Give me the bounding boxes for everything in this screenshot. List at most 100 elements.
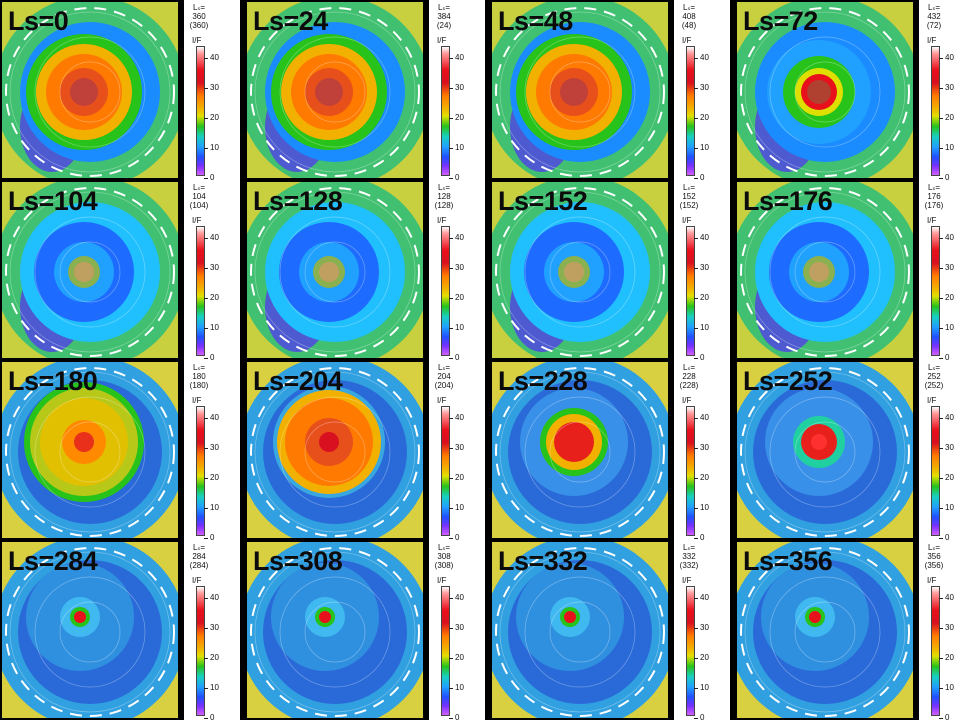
colorbar-tick: 30 xyxy=(204,443,219,452)
colorbar-tick: 30 xyxy=(694,263,709,272)
colorbar-legend: Lₛ= 228 (228) I/F 40 30 20 10 0 xyxy=(674,360,730,540)
ls-label: Ls=176 xyxy=(743,186,833,216)
panel: Ls=176 Lₛ= 176 (176) I/F 40 30 20 10 0 xyxy=(735,180,960,360)
colorbar-tick: 20 xyxy=(939,473,954,482)
legend-ls-value: 332 xyxy=(682,552,696,561)
legend-units: I/F xyxy=(192,396,202,405)
colorbar-tick: 30 xyxy=(449,623,464,632)
colorbar-legend: Lₛ= 384 (24) I/F 40 30 20 10 0 xyxy=(429,0,485,180)
polar-map-image xyxy=(2,362,178,538)
polar-map-image xyxy=(2,2,178,178)
legend-ls-subvalue: (24) xyxy=(436,21,452,30)
ls-label: Ls=0 xyxy=(8,6,69,36)
colorbar-tick: 10 xyxy=(449,503,464,512)
ls-label: Ls=252 xyxy=(743,366,833,396)
legend-title: Lₛ= 332 (332) xyxy=(676,543,702,570)
legend-title: Lₛ= 152 (152) xyxy=(676,183,702,210)
colorbar-tick: 30 xyxy=(449,83,464,92)
colorbar xyxy=(196,406,205,536)
colorbar-tick: 0 xyxy=(448,173,460,180)
colorbar xyxy=(441,46,450,176)
colorbar-tick: 20 xyxy=(204,653,219,662)
colorbar-tick: 0 xyxy=(203,173,215,180)
legend-prefix: Lₛ= xyxy=(437,183,451,192)
polar-map-image xyxy=(247,362,423,538)
colorbar-tick: 0 xyxy=(938,713,950,720)
legend-ls-subvalue: (152) xyxy=(679,201,699,210)
legend-ls-subvalue: (204) xyxy=(434,381,454,390)
colorbar xyxy=(931,586,940,716)
panel: Ls=284 Lₛ= 284 (284) I/F 40 30 20 10 0 xyxy=(0,540,240,720)
panel: Ls=72 Lₛ= 432 (72) I/F 40 30 20 10 0 xyxy=(735,0,960,180)
colorbar-tick: 40 xyxy=(939,593,954,602)
ls-label: Ls=332 xyxy=(498,546,588,576)
colorbar-tick: 10 xyxy=(449,323,464,332)
colorbar-tick: 0 xyxy=(693,533,705,540)
legend-prefix: Lₛ= xyxy=(437,3,451,12)
colorbar-tick: 40 xyxy=(694,413,709,422)
colorbar-tick: 20 xyxy=(204,293,219,302)
colorbar-tick: 40 xyxy=(204,593,219,602)
colorbar-tick: 40 xyxy=(939,53,954,62)
colorbar-legend: Lₛ= 356 (356) I/F 40 30 20 10 0 xyxy=(919,540,960,720)
legend-ls-subvalue: (176) xyxy=(924,201,944,210)
colorbar-tick: 0 xyxy=(693,173,705,180)
colorbar-tick: 10 xyxy=(204,683,219,692)
colorbar-tick: 30 xyxy=(204,83,219,92)
colorbar-tick: 30 xyxy=(204,263,219,272)
legend-units: I/F xyxy=(927,216,937,225)
colorbar-tick: 0 xyxy=(693,353,705,360)
colorbar-legend: Lₛ= 432 (72) I/F 40 30 20 10 0 xyxy=(919,0,960,180)
legend-prefix: Lₛ= xyxy=(927,183,941,192)
colorbar-legend: Lₛ= 408 (48) I/F 40 30 20 10 0 xyxy=(674,0,730,180)
colorbar-legend: Lₛ= 284 (284) I/F 40 30 20 10 0 xyxy=(184,540,240,720)
colorbar-tick: 40 xyxy=(939,233,954,242)
colorbar-tick: 40 xyxy=(449,593,464,602)
legend-title: Lₛ= 104 (104) xyxy=(186,183,212,210)
ls-label: Ls=24 xyxy=(253,6,328,36)
legend-ls-value: 176 xyxy=(927,192,941,201)
colorbar-tick: 20 xyxy=(694,653,709,662)
colorbar-tick: 10 xyxy=(939,323,954,332)
colorbar-tick: 10 xyxy=(939,143,954,152)
colorbar-legend: Lₛ= 176 (176) I/F 40 30 20 10 0 xyxy=(919,180,960,360)
ls-label: Ls=104 xyxy=(8,186,98,216)
colorbar-tick: 10 xyxy=(939,503,954,512)
colorbar-legend: Lₛ= 152 (152) I/F 40 30 20 10 0 xyxy=(674,180,730,360)
colorbar-tick: 0 xyxy=(448,353,460,360)
panel: Ls=48 Lₛ= 408 (48) I/F 40 30 20 10 0 xyxy=(490,0,730,180)
legend-units: I/F xyxy=(682,216,692,225)
ls-label: Ls=228 xyxy=(498,366,588,396)
legend-ls-subvalue: (180) xyxy=(189,381,209,390)
colorbar-legend: Lₛ= 332 (332) I/F 40 30 20 10 0 xyxy=(674,540,730,720)
panel: Ls=356 Lₛ= 356 (356) I/F 40 30 20 10 0 xyxy=(735,540,960,720)
legend-prefix: Lₛ= xyxy=(682,363,696,372)
colorbar-legend: Lₛ= 308 (308) I/F 40 30 20 10 0 xyxy=(429,540,485,720)
legend-ls-subvalue: (72) xyxy=(926,21,942,30)
panel: Ls=228 Lₛ= 228 (228) I/F 40 30 20 10 0 xyxy=(490,360,730,540)
legend-prefix: Lₛ= xyxy=(192,3,206,12)
legend-title: Lₛ= 252 (252) xyxy=(921,363,947,390)
legend-units: I/F xyxy=(437,576,447,585)
colorbar-tick: 20 xyxy=(449,113,464,122)
colorbar-tick: 10 xyxy=(694,683,709,692)
legend-units: I/F xyxy=(192,216,202,225)
colorbar-tick: 40 xyxy=(449,413,464,422)
legend-title: Lₛ= 360 (360) xyxy=(186,3,212,30)
legend-ls-value: 104 xyxy=(192,192,206,201)
legend-ls-value: 180 xyxy=(192,372,206,381)
colorbar xyxy=(931,46,940,176)
legend-prefix: Lₛ= xyxy=(682,183,696,192)
colorbar-tick: 0 xyxy=(448,713,460,720)
colorbar-tick: 20 xyxy=(939,113,954,122)
colorbar xyxy=(441,586,450,716)
colorbar-tick: 40 xyxy=(204,413,219,422)
legend-units: I/F xyxy=(437,216,447,225)
polar-map-image xyxy=(737,2,913,178)
ls-label: Ls=48 xyxy=(498,6,573,36)
panel: Ls=128 Lₛ= 128 (128) I/F 40 30 20 10 0 xyxy=(245,180,485,360)
colorbar-tick: 30 xyxy=(449,263,464,272)
colorbar-tick: 10 xyxy=(204,143,219,152)
colorbar-tick: 30 xyxy=(694,83,709,92)
colorbar-tick: 10 xyxy=(449,683,464,692)
